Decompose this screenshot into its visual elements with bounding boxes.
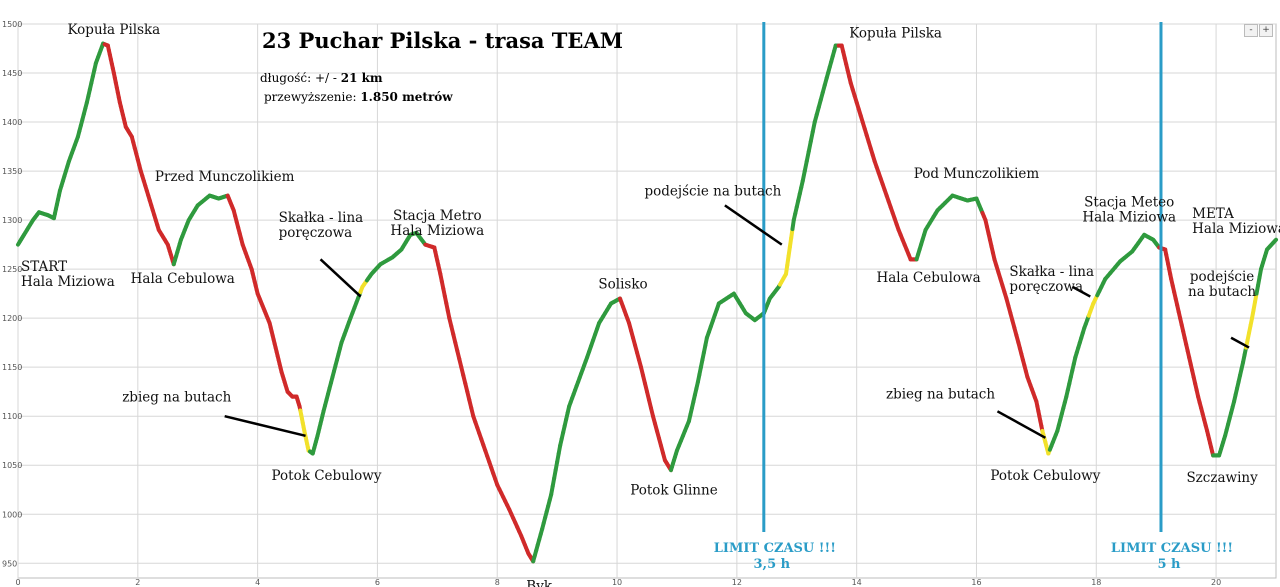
- label-stacja-meteo: Stacja Meteo: [1084, 194, 1174, 210]
- x-tick-label: 0: [15, 578, 20, 587]
- zoom-in-button[interactable]: +: [1259, 24, 1273, 37]
- y-tick-label: 1500: [2, 20, 22, 29]
- route-length-value: 21 km: [341, 71, 383, 85]
- elevation-line: [16, 41, 1278, 564]
- x-tick-label: 4: [255, 578, 260, 587]
- label-byk: Byk: [526, 579, 553, 587]
- label-start: Hala Miziowa: [21, 274, 115, 290]
- route-elevation: przewyższenie: 1.850 metrów: [264, 90, 453, 104]
- label-podejscie-1: podejście na butach: [645, 184, 782, 200]
- time-limit-label: LIMIT CZASU !!!: [1111, 541, 1233, 556]
- label-stacja-metro: Stacja Metro: [393, 208, 482, 224]
- x-tick-label: 16: [971, 578, 981, 587]
- label-przed-munczolikiem: Przed Munczolikiem: [155, 169, 295, 185]
- pointer-skalka-2: [1071, 285, 1091, 298]
- x-tick-label: 6: [375, 578, 380, 587]
- label-szczawiny: Szczawiny: [1186, 470, 1258, 486]
- label-meta: META: [1192, 206, 1234, 222]
- y-tick-label: 1050: [2, 461, 22, 470]
- label-hala-cebulowa-2: Hala Cebulowa: [876, 270, 980, 286]
- label-podejscie-2: podejście: [1190, 269, 1254, 285]
- x-tick-label: 12: [732, 578, 742, 587]
- label-skalka-2: Skałka - lina: [1009, 264, 1094, 280]
- label-start: START: [21, 259, 67, 275]
- x-tick-label: 8: [495, 578, 500, 587]
- pointer-podejscie-2: [1230, 336, 1250, 349]
- axis-ticks: 950 1000 1050 1100 1150 1200 1250 1300 1350 1400 1…: [2, 20, 1221, 587]
- y-tick-label: 1400: [2, 118, 22, 127]
- label-skalka-2: poręczowa: [1009, 279, 1083, 295]
- y-tick-label: 1250: [2, 265, 22, 274]
- pointer-zbieg-2: [996, 410, 1046, 439]
- y-tick-label: 1200: [2, 314, 22, 323]
- label-kopula-1: Kopuła Pilska: [67, 22, 160, 38]
- time-limit-label: LIMIT CZASU !!!: [714, 541, 836, 556]
- label-stacja-metro: Hala Miziowa: [390, 223, 484, 239]
- pointer-podejscie-1: [724, 204, 783, 246]
- time-limit-value: 3,5 h: [754, 557, 791, 572]
- label-zbieg-1: zbieg na butach: [122, 390, 231, 406]
- annotation-pointers: [224, 204, 1250, 439]
- y-tick-label: 1450: [2, 69, 22, 78]
- route-elevation-label: przewyższenie:: [264, 90, 360, 104]
- chart-title: 23 Puchar Pilska - trasa TEAM: [262, 28, 623, 53]
- label-potok-cebulowy-2: Potok Cebulowy: [990, 468, 1100, 484]
- route-length: długość: +/ - 21 km: [260, 71, 383, 85]
- y-tick-label: 1300: [2, 216, 22, 225]
- label-solisko: Solisko: [598, 277, 647, 293]
- label-pod-munczolikiem: Pod Munczolikiem: [914, 166, 1040, 182]
- y-tick-label: 1100: [2, 412, 22, 421]
- y-tick-label: 1350: [2, 167, 22, 176]
- x-tick-label: 10: [612, 578, 622, 587]
- pointer-skalka-1: [319, 258, 362, 298]
- label-hala-cebulowa-1: Hala Cebulowa: [131, 271, 235, 287]
- label-zbieg-2: zbieg na butach: [886, 387, 995, 403]
- label-skalka-1: Skałka - lina: [279, 210, 364, 226]
- label-skalka-1: poręczowa: [279, 225, 353, 241]
- profile-segment: [1272, 237, 1278, 244]
- label-potok-glinne: Potok Glinne: [630, 483, 718, 499]
- x-tick-label: 18: [1091, 578, 1101, 587]
- label-kopula-2: Kopuła Pilska: [849, 26, 942, 42]
- route-elevation-value: 1.850 metrów: [360, 90, 453, 104]
- label-stacja-meteo: Hala Miziowa: [1082, 209, 1176, 225]
- zoom-out-button[interactable]: -: [1244, 24, 1258, 37]
- x-tick-label: 2: [135, 578, 140, 587]
- y-tick-label: 950: [2, 559, 17, 568]
- y-tick-label: 1000: [2, 510, 22, 519]
- label-potok-cebulowy-1: Potok Cebulowy: [272, 468, 382, 484]
- x-tick-label: 20: [1211, 578, 1221, 587]
- time-limit-value: 5 h: [1157, 557, 1181, 572]
- y-tick-label: 1150: [2, 363, 22, 372]
- route-length-label: długość: +/ -: [260, 71, 341, 85]
- x-tick-label: 14: [852, 578, 862, 587]
- label-podejscie-2: na butach: [1188, 284, 1256, 300]
- pointer-zbieg-1: [224, 414, 306, 438]
- label-meta: Hala Miziowa: [1192, 221, 1280, 237]
